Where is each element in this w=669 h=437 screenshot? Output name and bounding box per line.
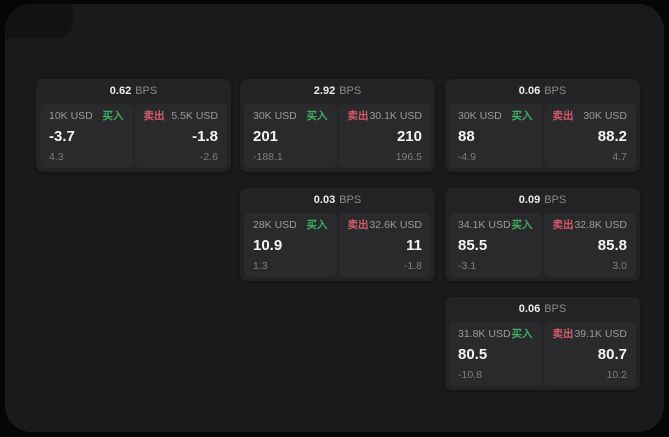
sell-quote-panel[interactable]: 卖出 39.1K USD 80.7 10.2: [543, 322, 636, 386]
buy-price: 80.5: [458, 346, 488, 363]
buy-change: 4.3: [49, 150, 64, 163]
bps-value: 0.06: [518, 303, 541, 315]
sell-amount: 32.8K USD: [574, 220, 627, 231]
buy-price: 85.5: [458, 237, 488, 254]
buy-amount: 30K USD: [253, 111, 297, 122]
buy-quote-panel[interactable]: 31.8K USD 买入 80.5 -10.8: [449, 322, 542, 386]
buy-side-label: 买入: [511, 328, 533, 340]
bps-header: 0.06 BPS: [445, 79, 640, 104]
buy-side-label: 买入: [306, 110, 328, 122]
sell-price: 210: [396, 128, 422, 145]
sell-price: -1.8: [192, 128, 218, 145]
bps-unit-label: BPS: [544, 303, 567, 315]
sell-quote-panel[interactable]: 卖出 32.8K USD 85.8 3.0: [543, 213, 636, 277]
buy-quote-panel[interactable]: 34.1K USD 买入 85.5 -3.1: [449, 213, 542, 277]
quote-card: 0.09 BPS 34.1K USD 买入 85.5 -3.1 卖出 32.8K…: [445, 188, 640, 281]
buy-side-label: 买入: [102, 110, 124, 122]
buy-quote-panel[interactable]: 28K USD 买入 10.9 1.3: [244, 213, 337, 277]
bps-header: 0.62 BPS: [36, 79, 231, 104]
buy-amount: 10K USD: [49, 111, 93, 122]
sell-change: -1.8: [403, 259, 422, 272]
quote-card: 2.92 BPS 30K USD 买入 201 -188.1 卖出 30.1K …: [240, 79, 435, 172]
sell-change: 4.7: [612, 150, 627, 163]
sell-side-label: 卖出: [552, 219, 574, 231]
buy-side-label: 买入: [511, 110, 533, 122]
bps-value: 2.92: [313, 85, 336, 97]
sell-side-label: 卖出: [347, 219, 369, 231]
bps-header: 2.92 BPS: [240, 79, 435, 104]
sell-change: 3.0: [612, 259, 627, 272]
sell-price: 85.8: [597, 237, 627, 254]
bps-unit-label: BPS: [339, 85, 362, 97]
bps-header: 0.03 BPS: [240, 188, 435, 213]
buy-side-label: 买入: [306, 219, 328, 231]
sell-quote-panel[interactable]: 卖出 30K USD 88.2 4.7: [543, 104, 636, 168]
sell-price: 80.7: [597, 346, 627, 363]
sell-amount: 39.1K USD: [574, 329, 627, 340]
sell-side-label: 卖出: [143, 110, 165, 122]
sell-side-label: 卖出: [552, 110, 574, 122]
buy-change: -10.8: [458, 368, 482, 381]
buy-amount: 31.8K USD: [458, 329, 511, 340]
buy-change: -188.1: [253, 150, 283, 163]
bps-unit-label: BPS: [135, 85, 158, 97]
bps-value: 0.62: [109, 85, 132, 97]
bps-value: 0.09: [518, 194, 541, 206]
sell-quote-panel[interactable]: 卖出 30.1K USD 210 196.5: [338, 104, 431, 168]
sell-side-label: 卖出: [552, 328, 574, 340]
buy-quote-panel[interactable]: 10K USD 买入 -3.7 4.3: [40, 104, 133, 168]
quote-card: 0.06 BPS 31.8K USD 买入 80.5 -10.8 卖出 39.1…: [445, 297, 640, 390]
quote-card: 0.62 BPS 10K USD 买入 -3.7 4.3 卖出 5.5K USD…: [36, 79, 231, 172]
bps-header: 0.06 BPS: [445, 297, 640, 322]
buy-price: 10.9: [253, 237, 283, 254]
buy-change: 1.3: [253, 259, 268, 272]
buy-amount: 30K USD: [458, 111, 502, 122]
sell-quote-panel[interactable]: 卖出 32.6K USD 11 -1.8: [338, 213, 431, 277]
buy-quote-panel[interactable]: 30K USD 买入 201 -188.1: [244, 104, 337, 168]
sell-change: 10.2: [606, 368, 627, 381]
sell-side-label: 卖出: [347, 110, 369, 122]
buy-price: 88: [458, 128, 475, 145]
buy-amount: 28K USD: [253, 220, 297, 231]
sell-amount: 32.6K USD: [369, 220, 422, 231]
bps-unit-label: BPS: [544, 194, 567, 206]
bps-unit-label: BPS: [544, 85, 567, 97]
quote-card: 0.03 BPS 28K USD 买入 10.9 1.3 卖出 32.6K US…: [240, 188, 435, 281]
buy-change: -4.9: [458, 150, 477, 163]
sell-amount: 30K USD: [583, 111, 627, 122]
sell-change: -2.6: [199, 150, 218, 163]
buy-price: 201: [253, 128, 279, 145]
bps-value: 0.06: [518, 85, 541, 97]
bps-header: 0.09 BPS: [445, 188, 640, 213]
bps-unit-label: BPS: [339, 194, 362, 206]
corner-chip: [5, 4, 73, 39]
quote-card: 0.06 BPS 30K USD 买入 88 -4.9 卖出 30K USD 8…: [445, 79, 640, 172]
buy-quote-panel[interactable]: 30K USD 买入 88 -4.9: [449, 104, 542, 168]
buy-amount: 34.1K USD: [458, 220, 511, 231]
sell-change: 196.5: [395, 150, 422, 163]
sell-price: 88.2: [597, 128, 627, 145]
bps-value: 0.03: [313, 194, 336, 206]
sell-quote-panel[interactable]: 卖出 5.5K USD -1.8 -2.6: [134, 104, 227, 168]
buy-change: -3.1: [458, 259, 477, 272]
sell-amount: 30.1K USD: [369, 111, 422, 122]
buy-side-label: 买入: [511, 219, 533, 231]
buy-price: -3.7: [49, 128, 75, 145]
sell-price: 11: [406, 237, 422, 254]
sell-amount: 5.5K USD: [171, 111, 218, 122]
